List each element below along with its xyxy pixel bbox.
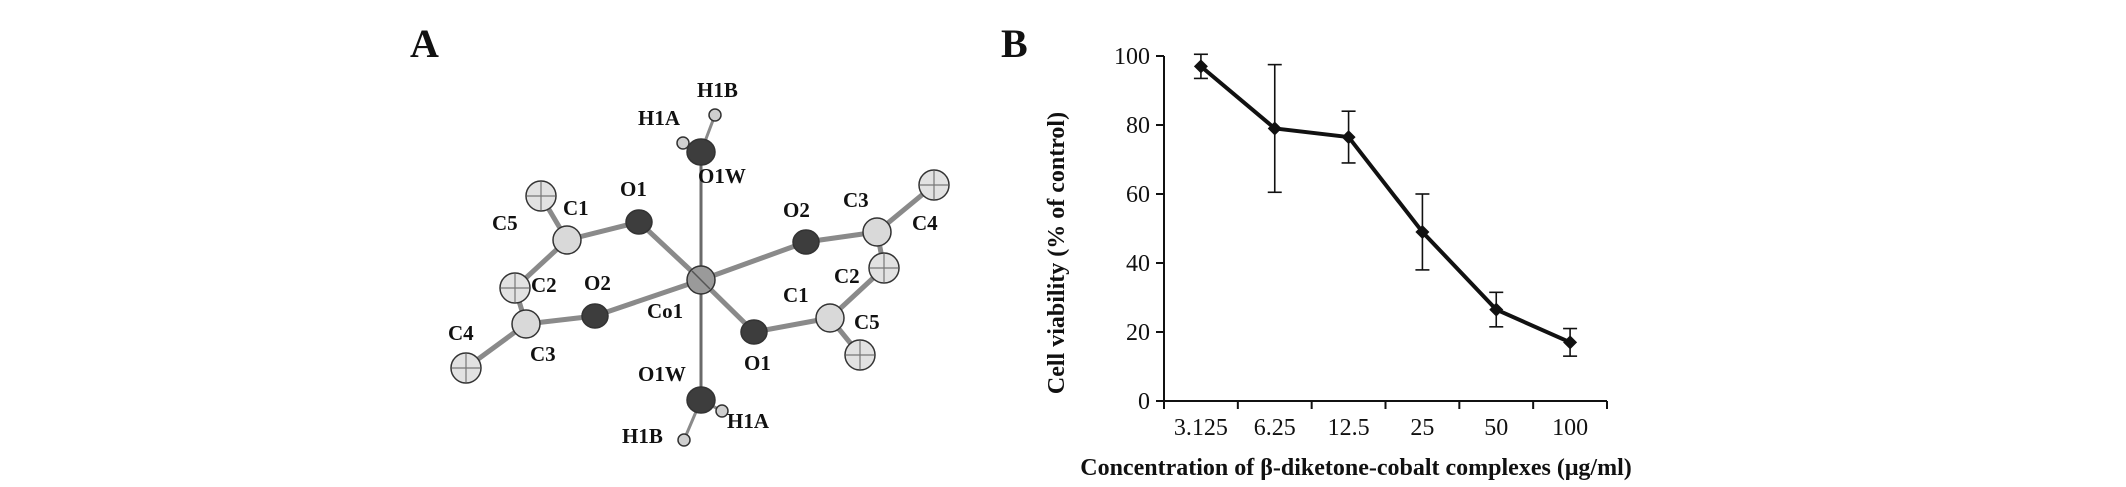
- label-o2-right: O2: [783, 198, 810, 222]
- atom-o2-left: [581, 303, 609, 329]
- plot-area: 0 20 40 60 80 100 3.125 6.25 12.5 25 50 100: [1114, 44, 1608, 441]
- data-point: [1489, 302, 1504, 317]
- label-c2-right: C2: [834, 264, 860, 288]
- x-tick-label: 6.25: [1254, 415, 1296, 441]
- label-c3-left: C3: [530, 342, 556, 366]
- atom-c3-left: [511, 309, 541, 339]
- co1-shading: [691, 270, 711, 290]
- data-point: [1267, 121, 1282, 136]
- y-tick-label: 80: [1126, 113, 1150, 139]
- x-tick-label: 100: [1552, 415, 1588, 441]
- atom-h1a-top: [676, 136, 690, 150]
- label-c2-left: C2: [531, 273, 557, 297]
- label-o1-right: O1: [744, 351, 771, 375]
- label-o1w-bottom: O1W: [638, 362, 686, 386]
- bond-co1-o2: [592, 277, 704, 319]
- label-c4-right: C4: [912, 211, 938, 235]
- atom-c1-right: [815, 303, 845, 333]
- label-c5-left: C5: [492, 211, 518, 235]
- atom-o1w-top: [686, 138, 716, 166]
- atom-h1b-bottom: [677, 433, 691, 447]
- panel-b-letter: B: [1001, 21, 1028, 66]
- atom-h1b-top: [708, 108, 722, 122]
- y-axis-title: Cell viability (% of control): [1044, 112, 1070, 394]
- panel-b-chart: B Cell viability (% of control) Concentr…: [1001, 21, 1632, 481]
- data-point: [1341, 130, 1356, 145]
- atom-octant-lines: [452, 171, 948, 382]
- panel-a-structure: A: [410, 21, 950, 448]
- label-c1-left: C1: [563, 196, 589, 220]
- atom-o1-left: [625, 209, 653, 235]
- x-tick-label: 12.5: [1328, 415, 1370, 441]
- x-axis-title: Concentration of β-diketone-cobalt compl…: [1080, 455, 1632, 481]
- y-tick-label: 40: [1126, 251, 1150, 277]
- series-line: [1199, 64, 1571, 345]
- atom-labels: H1B H1A O1W O1 C1 C5 C2 O2 C4 C3 Co1 O2 …: [448, 78, 938, 448]
- y-tick-label: 0: [1138, 389, 1150, 415]
- label-h1a-bottom: H1A: [727, 409, 770, 433]
- x-tick-label: 3.125: [1174, 415, 1228, 441]
- label-h1b-top: H1B: [697, 78, 738, 102]
- data-point: [1563, 335, 1578, 350]
- y-tick-label: 60: [1126, 182, 1150, 208]
- label-h1b-bottom: H1B: [622, 424, 663, 448]
- data-point: [1415, 224, 1430, 239]
- label-o1-left: O1: [620, 177, 647, 201]
- x-tick-label: 50: [1484, 415, 1508, 441]
- label-o2-left: O2: [584, 271, 611, 295]
- panel-a-letter: A: [410, 21, 439, 66]
- data-point: [1193, 59, 1208, 74]
- atoms: [450, 108, 950, 447]
- label-h1a-top: H1A: [638, 106, 681, 130]
- label-c5-right: C5: [854, 310, 880, 334]
- bond-co1-o2-right: [698, 239, 809, 283]
- atom-o1-right: [740, 319, 768, 345]
- label-c4-left: C4: [448, 321, 474, 345]
- y-tick-label: 20: [1126, 320, 1150, 346]
- label-co1: Co1: [647, 299, 683, 323]
- label-o1w-top: O1W: [698, 164, 746, 188]
- atom-c1-left: [552, 225, 582, 255]
- atom-o2-right: [792, 229, 820, 255]
- y-tick-label: 100: [1114, 44, 1150, 70]
- x-tick-label: 25: [1410, 415, 1434, 441]
- label-c1-right: C1: [783, 283, 809, 307]
- atom-h1a-bottom: [715, 404, 729, 418]
- atom-c3-right: [862, 217, 892, 247]
- label-c3-right: C3: [843, 188, 869, 212]
- atom-o1w-bottom: [686, 386, 716, 414]
